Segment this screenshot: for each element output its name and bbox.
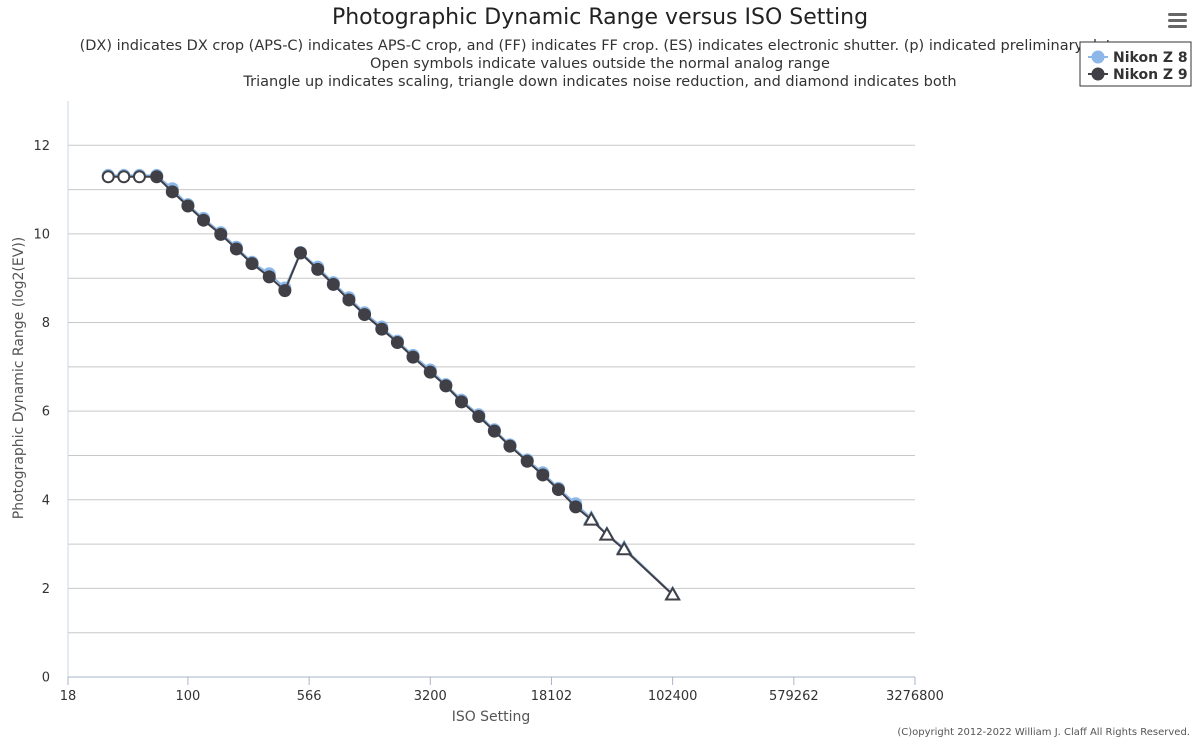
y-tick-label: 8 xyxy=(42,316,50,331)
data-point[interactable] xyxy=(214,227,228,241)
data-point[interactable] xyxy=(375,322,389,336)
data-point[interactable] xyxy=(503,439,517,453)
chart-title: Photographic Dynamic Range versus ISO Se… xyxy=(332,5,868,30)
data-point[interactable] xyxy=(326,277,340,291)
axes: 0 2 4 6 8 10 12 18 100 566 3200 18102 102400 579262 32… xyxy=(33,101,944,704)
y-tick-label: 12 xyxy=(33,139,50,154)
x-tick-label: 102400 xyxy=(648,689,698,704)
x-tick-label: 579262 xyxy=(769,689,819,704)
legend-marker-nikon-z8 xyxy=(1091,50,1105,64)
data-point-triangle[interactable] xyxy=(615,540,633,556)
x-tick-label: 100 xyxy=(176,689,201,704)
data-point[interactable] xyxy=(293,246,307,260)
chart-subtitle-line-1: (DX) indicates DX crop (APS-C) indicates… xyxy=(80,38,1121,54)
data-point[interactable] xyxy=(262,270,276,284)
data-point[interactable] xyxy=(311,262,325,276)
hamburger-menu-icon[interactable] xyxy=(1164,8,1190,32)
data-point[interactable] xyxy=(390,335,404,349)
chart-subtitle-line-2: Open symbols indicate values outside the… xyxy=(370,56,830,72)
legend-label-nikon-z9: Nikon Z 9 xyxy=(1113,67,1188,83)
data-point-open[interactable] xyxy=(117,170,131,184)
data-point[interactable] xyxy=(569,500,583,514)
data-point-open[interactable] xyxy=(101,170,115,184)
legend: Nikon Z 8 Nikon Z 9 xyxy=(1079,41,1192,87)
data-point[interactable] xyxy=(358,308,372,322)
grid-lines xyxy=(68,144,915,634)
x-tick-label: 3276800 xyxy=(886,689,944,704)
data-point[interactable] xyxy=(165,185,179,199)
data-point[interactable] xyxy=(197,213,211,227)
y-tick-label: 4 xyxy=(42,493,50,508)
legend-marker-nikon-z9 xyxy=(1091,67,1105,81)
y-tick-label: 6 xyxy=(42,405,50,420)
y-axis-title: Photographic Dynamic Range (log2(EV)) xyxy=(11,237,27,520)
x-tick-label: 3200 xyxy=(414,689,447,704)
data-point[interactable] xyxy=(487,424,501,438)
data-point[interactable] xyxy=(150,170,164,184)
credits-text: (C)opyright 2012-2022 William J. Claff A… xyxy=(897,727,1190,738)
series-line xyxy=(108,175,674,596)
y-tick-label: 0 xyxy=(42,671,50,686)
series-nikon-z-9 xyxy=(101,170,681,601)
data-point[interactable] xyxy=(406,350,420,364)
legend-label-nikon-z8: Nikon Z 8 xyxy=(1113,50,1188,66)
data-point[interactable] xyxy=(551,483,565,497)
data-point[interactable] xyxy=(520,454,534,468)
series-layer xyxy=(101,168,681,601)
data-point[interactable] xyxy=(342,293,356,307)
series-line xyxy=(108,174,674,595)
data-point[interactable] xyxy=(423,365,437,379)
data-point[interactable] xyxy=(229,242,243,256)
y-tick-label: 2 xyxy=(42,582,50,597)
data-point[interactable] xyxy=(181,199,195,213)
y-tick-label: 10 xyxy=(33,227,50,242)
x-tick-label: 18102 xyxy=(531,689,572,704)
data-point[interactable] xyxy=(454,395,468,409)
data-point-triangle[interactable] xyxy=(598,526,616,541)
data-point-triangle[interactable] xyxy=(583,511,600,526)
chart-subtitle-line-3: Triangle up indicates scaling, triangle … xyxy=(242,74,956,90)
x-tick-label: 18 xyxy=(60,689,77,704)
legend-item-nikon-z8[interactable]: Nikon Z 8 xyxy=(1088,50,1188,66)
data-point-open[interactable] xyxy=(132,170,146,184)
data-point-triangle[interactable] xyxy=(664,586,681,601)
data-point[interactable] xyxy=(439,379,453,393)
data-point[interactable] xyxy=(472,409,486,423)
x-tick-label: 566 xyxy=(297,689,322,704)
data-point[interactable] xyxy=(245,257,259,271)
legend-item-nikon-z9[interactable]: Nikon Z 9 xyxy=(1088,67,1188,83)
data-point[interactable] xyxy=(536,468,550,482)
data-point[interactable] xyxy=(278,284,292,298)
x-axis-title: ISO Setting xyxy=(452,709,531,725)
